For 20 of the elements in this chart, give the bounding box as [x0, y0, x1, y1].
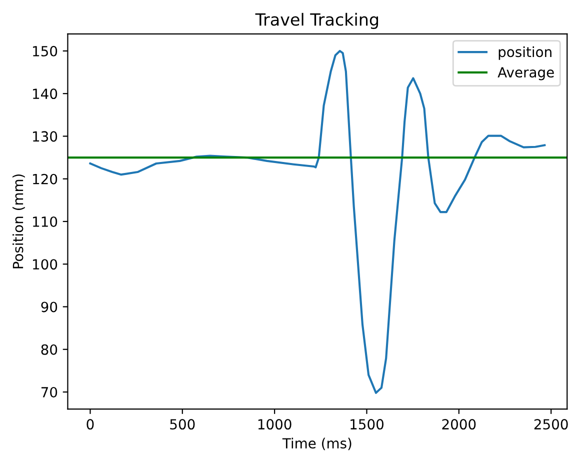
y-tick-label: 140: [33, 88, 58, 100]
y-tick-label: 70: [41, 386, 58, 398]
x-tick-label: 1000: [258, 419, 292, 430]
y-tick-label: 90: [41, 302, 58, 312]
x-tick-label: 500: [170, 419, 195, 430]
y-tick-label: 150: [33, 46, 58, 56]
y-tick-label: 120: [33, 174, 58, 184]
x-tick-label: 2000: [442, 419, 476, 430]
y-axis-title: Position (mm): [12, 174, 25, 268]
chart-title: Travel Tracking: [255, 12, 378, 30]
x-tick-label: 0: [86, 419, 94, 430]
y-tick-label: 110: [33, 216, 58, 227]
x-axis-title: Time (ms): [282, 438, 352, 450]
legend-label: Average: [498, 67, 554, 80]
y-tick-label: 80: [41, 344, 58, 355]
y-tick-label: 100: [33, 259, 58, 270]
x-tick-label: 1500: [350, 419, 384, 430]
y-tick-label: 130: [33, 131, 58, 142]
legend-label: position: [498, 46, 552, 60]
x-tick-label: 2500: [534, 419, 568, 430]
